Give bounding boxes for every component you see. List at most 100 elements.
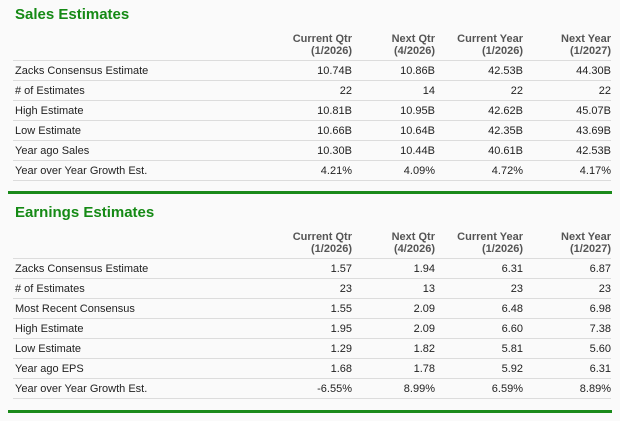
cell-value: 42.53B (435, 60, 523, 81)
header-line2: (1/2026) (482, 45, 523, 57)
header-line2: (4/2026) (394, 243, 435, 255)
table-row: Low Estimate 1.29 1.82 5.81 5.60 (13, 338, 611, 359)
cell-value: 10.66B (263, 120, 352, 141)
row-label: Zacks Consensus Estimate (13, 60, 263, 81)
row-label: # of Estimates (13, 80, 263, 101)
header-line1: Current Qtr (292, 33, 352, 45)
header-line2: (1/2027) (570, 243, 611, 255)
earnings-estimates-title: Earnings Estimates (15, 204, 155, 221)
header-line2: (1/2026) (311, 45, 352, 57)
cell-value: 1.94 (352, 258, 435, 279)
cell-value: 1.68 (263, 358, 352, 379)
row-label: Low Estimate (13, 338, 263, 359)
header-line1: Current Year (457, 33, 523, 45)
cell-value: 44.30B (523, 60, 611, 81)
table-header-row: Current Qtr (1/2026) Next Qtr (4/2026) Cur… (13, 33, 611, 61)
cell-value: 1.82 (352, 338, 435, 359)
section-divider (8, 191, 612, 194)
cell-value: 4.17% (523, 160, 611, 181)
table-row: # of Estimates 23 13 23 23 (13, 278, 611, 299)
cell-value: 8.89% (523, 378, 611, 399)
table-row: Low Estimate 10.66B 10.64B 42.35B 43.69B (13, 120, 611, 141)
cell-value: 40.61B (435, 140, 523, 161)
table-row: High Estimate 1.95 2.09 6.60 7.38 (13, 318, 611, 339)
header-line1: Next Year (561, 231, 611, 243)
row-label: Year over Year Growth Est. (13, 378, 263, 399)
table-header-row: Current Qtr (1/2026) Next Qtr (4/2026) Cur… (13, 231, 611, 259)
cell-value: 5.60 (523, 338, 611, 359)
row-label: Year ago Sales (13, 140, 263, 161)
cell-value: 22 (523, 80, 611, 101)
table-row: Zacks Consensus Estimate 10.74B 10.86B 4… (13, 60, 611, 81)
table-row: Year over Year Growth Est. 4.21% 4.09% 4… (13, 160, 611, 181)
row-label: Low Estimate (13, 120, 263, 141)
table-row: Year ago Sales 10.30B 10.44B 40.61B 42.5… (13, 140, 611, 161)
cell-value: 6.59% (435, 378, 523, 399)
cell-value: 14 (352, 80, 435, 101)
cell-value: 10.86B (352, 60, 435, 81)
header-current-qtr: Current Qtr (1/2026) (263, 33, 352, 61)
cell-value: 1.95 (263, 318, 352, 339)
cell-value: 8.99% (352, 378, 435, 399)
cell-value: 6.48 (435, 298, 523, 319)
cell-value: 42.53B (523, 140, 611, 161)
row-label: Zacks Consensus Estimate (13, 258, 263, 279)
table-row: Most Recent Consensus 1.55 2.09 6.48 6.9… (13, 298, 611, 319)
cell-value: 1.78 (352, 358, 435, 379)
row-label: Most Recent Consensus (13, 298, 263, 319)
cell-value: 6.98 (523, 298, 611, 319)
header-next-qtr: Next Qtr (4/2026) (352, 33, 435, 61)
header-line2: (1/2026) (482, 243, 523, 255)
cell-value: 10.44B (352, 140, 435, 161)
cell-value: 7.38 (523, 318, 611, 339)
row-label: # of Estimates (13, 278, 263, 299)
header-line2: (4/2026) (394, 45, 435, 57)
cell-value: 45.07B (523, 100, 611, 121)
cell-value: 6.31 (523, 358, 611, 379)
earnings-estimates-table: Current Qtr (1/2026) Next Qtr (4/2026) Cur… (13, 231, 611, 399)
header-current-year: Current Year (1/2026) (435, 231, 523, 259)
row-label: High Estimate (13, 318, 263, 339)
cell-value: 23 (523, 278, 611, 299)
cell-value: 1.57 (263, 258, 352, 279)
header-label-col (13, 33, 263, 61)
header-current-qtr: Current Qtr (1/2026) (263, 231, 352, 259)
row-label: High Estimate (13, 100, 263, 121)
cell-value: 4.21% (263, 160, 352, 181)
header-next-year: Next Year (1/2027) (523, 33, 611, 61)
header-line1: Next Qtr (391, 33, 435, 45)
cell-value: 1.55 (263, 298, 352, 319)
header-line1: Current Year (457, 231, 523, 243)
header-line2: (1/2027) (570, 45, 611, 57)
header-line2: (1/2026) (311, 243, 352, 255)
cell-value: 10.74B (263, 60, 352, 81)
table-row: High Estimate 10.81B 10.95B 42.62B 45.07… (13, 100, 611, 121)
cell-value: 23 (435, 278, 523, 299)
cell-value: 23 (263, 278, 352, 299)
table-row: # of Estimates 22 14 22 22 (13, 80, 611, 101)
header-line1: Current Qtr (292, 231, 352, 243)
header-label-col (13, 231, 263, 259)
cell-value: 2.09 (352, 298, 435, 319)
cell-value: 2.09 (352, 318, 435, 339)
cell-value: 10.95B (352, 100, 435, 121)
cell-value: 5.92 (435, 358, 523, 379)
row-label: Year over Year Growth Est. (13, 160, 263, 181)
table-row: Year ago EPS 1.68 1.78 5.92 6.31 (13, 358, 611, 379)
header-current-year: Current Year (1/2026) (435, 33, 523, 61)
sales-estimates-table: Current Qtr (1/2026) Next Qtr (4/2026) Cur… (13, 33, 611, 181)
header-next-qtr: Next Qtr (4/2026) (352, 231, 435, 259)
cell-value: 6.31 (435, 258, 523, 279)
cell-value: 42.35B (435, 120, 523, 141)
cell-value: 4.72% (435, 160, 523, 181)
table-row: Year over Year Growth Est. -6.55% 8.99% … (13, 378, 611, 399)
cell-value: 6.87 (523, 258, 611, 279)
cell-value: 5.81 (435, 338, 523, 359)
cell-value: 4.09% (352, 160, 435, 181)
row-label: Year ago EPS (13, 358, 263, 379)
cell-value: 10.30B (263, 140, 352, 161)
cell-value: 42.62B (435, 100, 523, 121)
cell-value: 10.64B (352, 120, 435, 141)
earnings-estimates-section: Earnings Estimates Current Qtr (1/2026) N… (0, 196, 620, 411)
cell-value: 1.29 (263, 338, 352, 359)
